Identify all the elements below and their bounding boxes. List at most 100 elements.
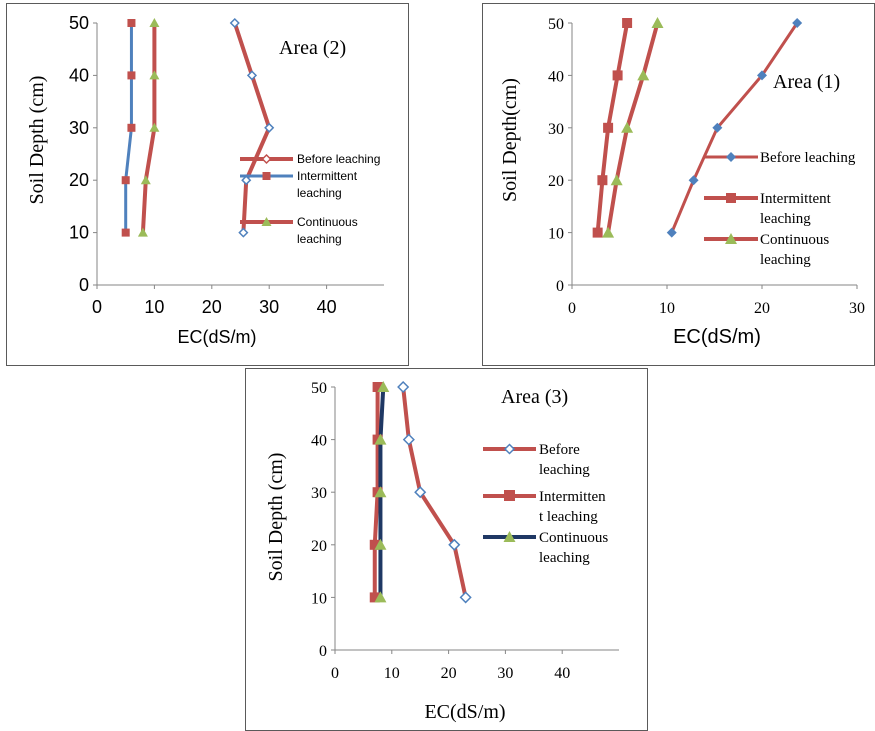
legend-marker bbox=[726, 152, 736, 162]
y-tick-label: 10 bbox=[548, 226, 564, 243]
data-point-before-leaching bbox=[402, 433, 415, 446]
data-point-continuous-leaching bbox=[374, 591, 387, 603]
data-point-before-leaching bbox=[459, 591, 472, 604]
legend-label-line-2: leaching bbox=[760, 211, 811, 227]
chart-area-1: 0 10 20 30 40 50 0 10 20 30 Area (1) EC(dS/m) Soi… bbox=[482, 3, 875, 366]
legend-label-line-1: Before bbox=[539, 442, 580, 458]
x-tick-label: 0 bbox=[92, 297, 102, 317]
legend-label: Before leaching bbox=[297, 152, 380, 166]
data-point-intermitten-t-leaching bbox=[369, 539, 380, 550]
data-point-intermittent-leaching bbox=[622, 18, 633, 28]
series-group bbox=[369, 380, 472, 604]
x-tick-label: 30 bbox=[259, 297, 279, 317]
data-point-before-leaching bbox=[792, 18, 803, 28]
data-point-intermittent-leaching bbox=[127, 123, 136, 132]
chart-area-3-svg: 0 10 20 30 40 50 0 10 20 30 40 Area (3) EC(dS/m) S… bbox=[265, 380, 619, 723]
legend-item-continuous-leaching: Continuous leaching bbox=[240, 215, 361, 246]
legend-marker bbox=[503, 443, 516, 455]
data-point-continuous-leaching bbox=[602, 226, 615, 238]
ticks-group: 0 10 20 30 40 50 0 10 20 30 bbox=[548, 16, 865, 317]
y-tick-label: 20 bbox=[548, 173, 564, 190]
series-group bbox=[592, 17, 803, 238]
y-tick-label: 40 bbox=[69, 65, 89, 85]
data-point-before-leaching bbox=[246, 70, 258, 81]
y-tick-label: 50 bbox=[69, 13, 89, 33]
data-point-intermittent-leaching bbox=[121, 176, 130, 185]
data-point-continuous-leaching bbox=[621, 121, 634, 133]
x-tick-label: 30 bbox=[497, 665, 513, 682]
legend-item-before-leaching: Before leaching bbox=[483, 442, 590, 478]
data-point-continuous-leaching bbox=[637, 69, 650, 81]
legend-item-intermittent-leaching: Intermittent leaching bbox=[704, 191, 835, 227]
data-point-before-leaching bbox=[757, 70, 767, 81]
chart-area-2: 0 10 20 30 40 50 0 10 20 30 40 Area (2) EC(dS/m) S… bbox=[6, 3, 409, 366]
legend-label-line-2: leaching bbox=[297, 232, 342, 246]
data-point-intermitten-t-leaching bbox=[369, 592, 380, 603]
ticks-group: 0 10 20 30 40 50 0 10 20 30 40 bbox=[69, 13, 337, 317]
y-axis-label: Soil Depth(cm) bbox=[499, 78, 521, 202]
legend-label-line-1: Continuous bbox=[297, 215, 358, 229]
legend-label-line-2: leaching bbox=[539, 462, 590, 478]
legend-marker bbox=[503, 531, 516, 542]
data-point-continuous-leaching bbox=[610, 174, 623, 186]
series-line-before-leaching bbox=[401, 386, 468, 598]
series-line-before-leaching bbox=[232, 22, 272, 233]
data-point-intermittent-leaching bbox=[603, 122, 614, 133]
data-point-before-leaching bbox=[397, 380, 410, 394]
data-point-before-leaching bbox=[238, 227, 249, 238]
data-point-intermittent-leaching bbox=[592, 227, 603, 238]
legend-label: Intermittent leaching bbox=[297, 169, 360, 200]
legend-label-line-1: Intermittent bbox=[297, 169, 358, 183]
ticks-group: 0 10 20 30 40 50 0 10 20 30 40 bbox=[311, 380, 570, 682]
legend-item-before-leaching: Before leaching bbox=[704, 150, 856, 166]
data-point-intermittent-leaching bbox=[127, 19, 136, 27]
data-point-continuous-leaching bbox=[374, 538, 387, 550]
data-point-before-leaching bbox=[712, 122, 723, 133]
legend: Before leaching Intermitten t leaching C… bbox=[483, 442, 612, 566]
x-axis-label: EC(dS/m) bbox=[424, 701, 505, 723]
data-point-continuous-leaching bbox=[374, 486, 387, 498]
y-tick-label: 40 bbox=[548, 68, 564, 85]
data-point-before-leaching bbox=[448, 538, 461, 551]
data-point-continuous-leaching bbox=[137, 227, 148, 237]
x-tick-label: 10 bbox=[144, 297, 164, 317]
x-tick-label: 10 bbox=[659, 300, 675, 317]
legend-label: Intermittent leaching bbox=[760, 191, 835, 227]
y-tick-label: 0 bbox=[79, 275, 89, 295]
y-tick-label: 30 bbox=[548, 121, 564, 138]
legend-label-line-2: leaching bbox=[760, 252, 811, 268]
x-axis-label: EC(dS/m) bbox=[177, 327, 256, 347]
chart-title: Area (3) bbox=[501, 386, 568, 408]
x-axis-label: EC(dS/m) bbox=[673, 326, 761, 348]
legend: Before leaching Intermittent leaching Co… bbox=[240, 152, 380, 246]
y-tick-label: 30 bbox=[311, 485, 327, 502]
x-tick-label: 20 bbox=[441, 665, 457, 682]
y-tick-label: 0 bbox=[556, 278, 564, 295]
data-point-before-leaching bbox=[241, 175, 252, 186]
legend-marker bbox=[261, 153, 272, 165]
legend-label-line-2: leaching bbox=[539, 550, 590, 566]
y-tick-label: 10 bbox=[69, 223, 89, 243]
legend-item-intermittent-leaching: Intermittent leaching bbox=[240, 169, 360, 200]
legend-label: Intermitten t leaching bbox=[539, 489, 609, 525]
data-point-before-leaching bbox=[414, 486, 427, 499]
x-tick-label: 40 bbox=[317, 297, 337, 317]
legend-label: Before leaching bbox=[760, 150, 856, 166]
legend-marker bbox=[504, 490, 515, 501]
y-tick-label: 20 bbox=[311, 538, 327, 555]
y-tick-label: 50 bbox=[311, 380, 327, 397]
data-point-continuous-leaching bbox=[149, 18, 160, 27]
series-group bbox=[121, 17, 275, 238]
legend-label: Continuous leaching bbox=[539, 530, 612, 566]
x-tick-label: 0 bbox=[568, 300, 576, 317]
legend-label: Continuous leaching bbox=[297, 215, 361, 246]
data-point-continuous-leaching bbox=[149, 70, 160, 80]
legend-label-line-1: Intermittent bbox=[760, 191, 832, 207]
data-point-before-leaching bbox=[688, 175, 699, 186]
chart-area-3: 0 10 20 30 40 50 0 10 20 30 40 Area (3) EC(dS/m) S… bbox=[245, 368, 648, 731]
legend-label-line-2: t leaching bbox=[539, 509, 598, 525]
legend-label-line-1: Continuous bbox=[539, 530, 608, 546]
data-point-before-leaching bbox=[229, 17, 240, 29]
data-point-continuous-leaching bbox=[377, 381, 390, 392]
data-point-before-leaching bbox=[264, 122, 275, 133]
